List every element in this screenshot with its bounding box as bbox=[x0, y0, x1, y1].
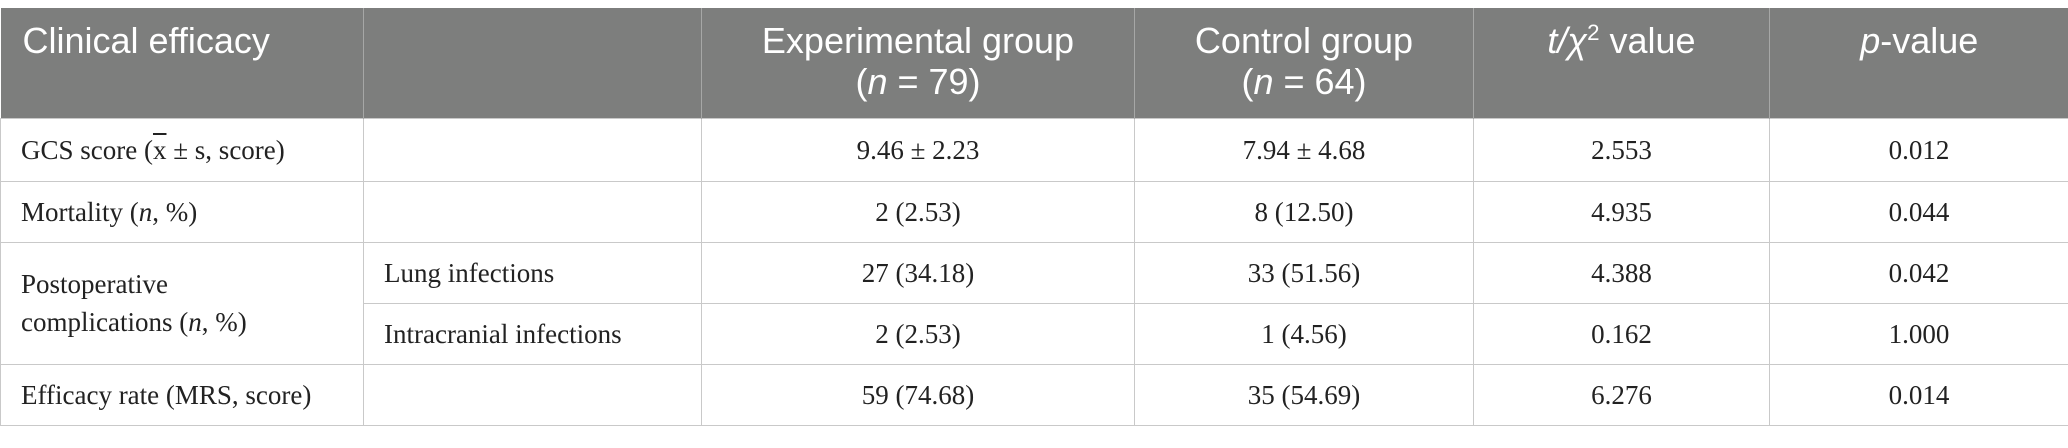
row-label: Efficacy rate (MRS, score) bbox=[0, 363, 364, 426]
cell-p-value: 0.014 bbox=[1769, 363, 2068, 426]
table-row: Postoperative complications (n, %) Lung i… bbox=[0, 241, 2068, 365]
cell-experimental: 2 (2.53) bbox=[701, 302, 1135, 365]
cell-control: 7.94 ± 4.68 bbox=[1134, 117, 1474, 182]
stat-sup: 2 bbox=[1587, 20, 1600, 45]
ctl-n-var: n bbox=[1253, 61, 1274, 102]
exp-n-var: n bbox=[867, 61, 888, 102]
row-sublabel bbox=[363, 180, 702, 243]
cell-experimental: 9.46 ± 2.23 bbox=[701, 117, 1135, 182]
cell-statistic: 4.388 bbox=[1473, 241, 1770, 304]
exp-n-value: = 79) bbox=[887, 61, 981, 102]
cell-p-value: 0.044 bbox=[1769, 180, 2068, 243]
table-row: GCS score (x ± s, score) 9.46 ± 2.23 7.9… bbox=[0, 117, 2068, 182]
table-row: Efficacy rate (MRS, score) 59 (74.68) 35… bbox=[0, 363, 2068, 426]
cell-statistic: 6.276 bbox=[1473, 363, 1770, 426]
mortality-n-var: n bbox=[138, 196, 153, 227]
stat-chi: /χ bbox=[1557, 20, 1588, 61]
cell-p-value: 1.000 bbox=[1769, 302, 2068, 365]
postop-n-var: n bbox=[188, 307, 202, 337]
header-row: Clinical efficacy Experimental group (n =… bbox=[0, 8, 2068, 118]
row-label: Postoperative complications (n, %) bbox=[0, 241, 364, 365]
cell-p-value: 0.012 bbox=[1769, 117, 2068, 182]
row-sublabel: Intracranial infections bbox=[363, 302, 702, 365]
cell-statistic: 4.935 bbox=[1473, 180, 1770, 243]
row-sublabel bbox=[363, 117, 702, 182]
table-row: Mortality (n, %) 2 (2.53) 8 (12.50) 4.93… bbox=[0, 180, 2068, 243]
row-sublabel: Lung infections bbox=[363, 241, 702, 304]
p-var: p bbox=[1860, 20, 1881, 61]
postop-label-line2-pre: complications ( bbox=[21, 307, 189, 337]
header-subcategory bbox=[363, 8, 702, 118]
gcs-xbar: x bbox=[152, 134, 167, 165]
clinical-efficacy-table: Clinical efficacy Experimental group (n =… bbox=[0, 8, 2068, 426]
cell-control: 35 (54.69) bbox=[1134, 363, 1474, 426]
cell-experimental: 2 (2.53) bbox=[701, 180, 1135, 243]
exp-label: Experimental group bbox=[761, 20, 1075, 61]
cell-control: 8 (12.50) bbox=[1134, 180, 1474, 243]
stat-rest: value bbox=[1599, 20, 1696, 61]
postop-label-line1: Postoperative bbox=[21, 269, 168, 299]
row-sublabel bbox=[363, 363, 702, 426]
cell-statistic: 2.553 bbox=[1473, 117, 1770, 182]
stat-t: t bbox=[1547, 20, 1558, 61]
ctl-n-value: = 64) bbox=[1273, 61, 1367, 102]
row-label: GCS score (x ± s, score) bbox=[0, 117, 364, 182]
header-statistic: t/χ2 value bbox=[1473, 8, 1770, 118]
cell-experimental: 27 (34.18) bbox=[701, 241, 1135, 304]
header-control-group: Control group (n = 64) bbox=[1134, 8, 1474, 118]
cell-statistic: 0.162 bbox=[1473, 302, 1770, 365]
header-p-value: p-value bbox=[1769, 8, 2068, 118]
cell-control: 33 (51.56) bbox=[1134, 241, 1474, 304]
cell-experimental: 59 (74.68) bbox=[701, 363, 1135, 426]
cell-control: 1 (4.56) bbox=[1134, 302, 1474, 365]
mortality-label-pre: Mortality ( bbox=[21, 196, 139, 227]
header-experimental-group: Experimental group (n = 79) bbox=[701, 8, 1135, 118]
cell-p-value: 0.042 bbox=[1769, 241, 2068, 304]
gcs-label-post: ± s, score) bbox=[166, 134, 285, 165]
row-label: Mortality (n, %) bbox=[0, 180, 364, 243]
postop-label-line2-post: , %) bbox=[201, 307, 247, 337]
ctl-label: Control group bbox=[1194, 20, 1414, 61]
gcs-label-pre: GCS score ( bbox=[21, 134, 153, 165]
p-rest: -value bbox=[1880, 20, 1979, 61]
header-clinical-efficacy: Clinical efficacy bbox=[0, 8, 364, 118]
mortality-label-post: , %) bbox=[152, 196, 198, 227]
